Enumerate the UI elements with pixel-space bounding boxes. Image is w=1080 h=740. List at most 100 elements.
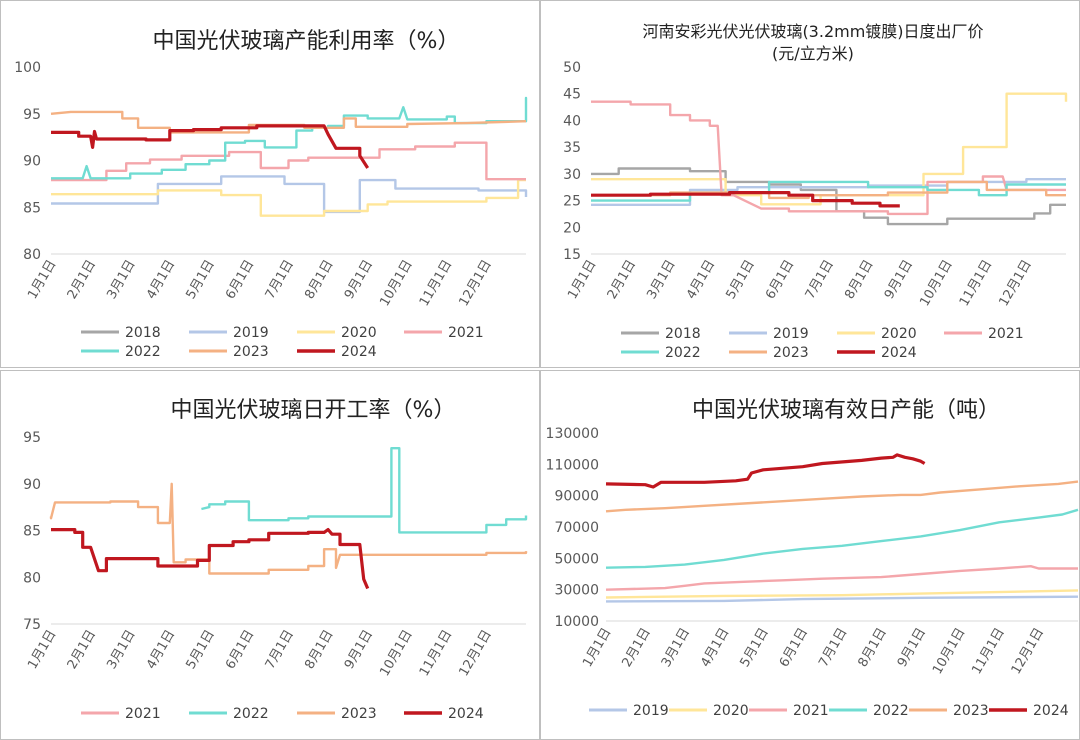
- legend-label-2020: 2020: [713, 703, 749, 719]
- chart-title: 中国光伏玻璃日开工率（%）: [171, 398, 456, 423]
- chart-title: 中国光伏玻璃有效日产能（吨）: [692, 398, 1000, 423]
- y-tick-label: 15: [563, 247, 581, 263]
- x-tick-label: 5月1日: [738, 626, 772, 670]
- x-tick-label: 1月1日: [25, 258, 59, 302]
- x-tick-label: 8月1日: [856, 626, 890, 670]
- x-tick-label: 2月1日: [605, 258, 639, 302]
- x-tick-label: 12月1日: [456, 257, 494, 309]
- legend-label-2024: 2024: [881, 345, 917, 361]
- x-tick-label: 3月1日: [104, 258, 138, 302]
- x-tick-label: 7月1日: [263, 628, 297, 672]
- y-tick-label: 90: [23, 154, 41, 170]
- series-line-2023: [49, 482, 528, 575]
- legend-label-2022: 2022: [665, 345, 701, 361]
- series-line-2020: [51, 178, 526, 217]
- series-line-2021: [51, 141, 526, 182]
- y-tick-label: 85: [23, 524, 41, 540]
- legend-label-2019: 2019: [773, 326, 809, 342]
- x-tick-label: 10月1日: [377, 628, 415, 680]
- x-tick-label: 4月1日: [684, 258, 718, 302]
- legend-label-2024: 2024: [341, 344, 377, 360]
- x-tick-label: 1月1日: [580, 626, 614, 670]
- y-tick-label: 25: [563, 194, 581, 210]
- y-tick-label: 110000: [546, 457, 599, 473]
- x-tick-label: 5月1日: [184, 628, 218, 672]
- legend-label-2021: 2021: [125, 706, 161, 722]
- x-tick-label: 12月1日: [996, 257, 1034, 309]
- y-tick-label: 70000: [554, 520, 599, 536]
- legend-label-2018: 2018: [125, 325, 161, 341]
- x-tick-label: 6月1日: [777, 626, 811, 670]
- series-line-2022: [51, 96, 528, 180]
- legend-label-2020: 2020: [341, 325, 377, 341]
- y-tick-label: 100: [14, 60, 41, 76]
- y-tick-label: 90: [23, 477, 41, 493]
- x-tick-label: 3月1日: [644, 258, 678, 302]
- y-tick-label: 30000: [554, 583, 599, 599]
- chart-title: 河南安彩光伏光伏玻璃(3.2mm镀膜)日度出厂价: [642, 22, 983, 41]
- x-tick-label: 2月1日: [620, 626, 654, 670]
- y-tick-label: 10000: [554, 614, 599, 630]
- chart-title: 中国光伏玻璃产能利用率（%）: [153, 29, 460, 54]
- x-tick-label: 8月1日: [842, 258, 876, 302]
- x-tick-label: 1月1日: [25, 628, 59, 672]
- series-line-2024: [51, 528, 370, 590]
- chart-panel-effective-capacity: 中国光伏玻璃有效日产能（吨） 130000 110000 90000 70000 500…: [540, 370, 1080, 740]
- y-tick-label: 75: [23, 617, 41, 633]
- legend-label-2022: 2022: [873, 703, 909, 719]
- series-line-2023: [605, 480, 1079, 513]
- series-line-2023: [50, 110, 527, 134]
- series-line-2019: [605, 595, 1079, 603]
- y-tick-label: 30: [563, 167, 581, 183]
- x-tick-label: 9月1日: [342, 628, 376, 672]
- x-tick-label: 2月1日: [65, 258, 99, 302]
- x-tick-label: 3月1日: [104, 628, 138, 672]
- y-tick-label: 80: [23, 247, 41, 263]
- x-tick-label: 5月1日: [184, 258, 218, 302]
- x-tick-label: 8月1日: [302, 628, 336, 672]
- legend-label-2023: 2023: [773, 345, 809, 361]
- legend-label-2023: 2023: [233, 344, 269, 360]
- chart-svg-factory-price: 河南安彩光伏光伏玻璃(3.2mm镀膜)日度出厂价 (元/立方米) 50 45 40 3…: [563, 22, 1068, 361]
- y-tick-label: 95: [23, 107, 41, 123]
- x-tick-label: 9月1日: [895, 626, 929, 670]
- series-line-2024: [591, 191, 900, 208]
- y-tick-label: 85: [23, 200, 41, 216]
- y-tick-label: 45: [563, 87, 581, 103]
- x-tick-label: 10月1日: [917, 258, 955, 310]
- series-line-2021: [605, 565, 1078, 591]
- legend-label-2019: 2019: [233, 325, 269, 341]
- x-tick-label: 11月1日: [957, 258, 995, 310]
- series-line-2020: [605, 589, 1079, 599]
- series-line-2021: [591, 100, 1066, 216]
- x-tick-label: 12月1日: [456, 628, 494, 680]
- chart-panel-operating-rate: 中国光伏玻璃日开工率（%） 95 90 85 80 75 1月1日 2月1日 3月1日 4月1日…: [0, 370, 540, 740]
- x-tick-label: 4月1日: [698, 626, 732, 670]
- x-tick-label: 6月1日: [763, 258, 797, 302]
- chart-svg-effective-capacity: 中国光伏玻璃有效日产能（吨） 130000 110000 90000 70000 500…: [546, 398, 1079, 719]
- x-tick-label: 2月1日: [65, 628, 99, 672]
- chart-subtitle: (元/立方米): [772, 44, 854, 63]
- x-tick-label: 6月1日: [223, 258, 257, 302]
- x-tick-label: 11月1日: [969, 626, 1007, 678]
- legend-label-2020: 2020: [881, 326, 917, 342]
- y-tick-label: 35: [563, 140, 581, 156]
- x-tick-label: 10月1日: [377, 258, 415, 310]
- y-tick-label: 40: [563, 113, 581, 129]
- legend-label-2019: 2019: [633, 703, 669, 719]
- x-tick-label: 12月1日: [1009, 626, 1047, 678]
- series-line-2022: [591, 180, 1066, 202]
- x-tick-label: 9月1日: [342, 258, 376, 302]
- y-tick-label: 20: [563, 220, 581, 236]
- legend-label-2021: 2021: [448, 325, 484, 341]
- legend-label-2021: 2021: [793, 703, 829, 719]
- legend-label-2021: 2021: [988, 326, 1024, 342]
- x-tick-label: 3月1日: [659, 626, 693, 670]
- x-tick-label: 4月1日: [144, 628, 178, 672]
- x-tick-label: 7月1日: [816, 626, 850, 670]
- series-line-2020: [591, 92, 1068, 206]
- chart-panel-capacity-utilization: 中国光伏玻璃产能利用率（%） 100 95 90 85 80 1月1日 2月1日 3月1日 4月…: [0, 0, 540, 368]
- x-tick-label: 5月1日: [724, 258, 758, 302]
- series-line-2022: [201, 447, 528, 534]
